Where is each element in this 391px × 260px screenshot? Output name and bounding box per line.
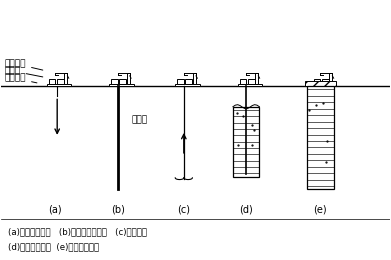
Text: 旋喷管: 旋喷管 <box>131 115 147 124</box>
Bar <box>111 79 118 84</box>
Bar <box>193 73 196 84</box>
Bar <box>312 84 336 86</box>
Bar <box>314 79 320 84</box>
Bar <box>127 73 130 84</box>
Bar <box>48 79 56 84</box>
Text: 高压胶管: 高压胶管 <box>5 59 43 70</box>
Bar <box>248 79 255 84</box>
Bar <box>330 73 332 84</box>
Bar <box>175 84 200 86</box>
Bar <box>305 81 336 86</box>
Text: 压浆车: 压浆车 <box>5 67 43 77</box>
Text: (d): (d) <box>239 205 253 215</box>
Text: (b): (b) <box>111 205 124 215</box>
Bar <box>119 79 126 84</box>
Bar <box>238 84 262 86</box>
Text: (e): (e) <box>313 205 327 215</box>
Text: (d)边旋喷边提升  (e)旋喷结束成桩: (d)边旋喷边提升 (e)旋喷结束成桩 <box>9 242 100 251</box>
Text: (a)钻机就位钻孔   (b)钻孔至设计高程   (c)旋喷开始: (a)钻机就位钻孔 (b)钻孔至设计高程 (c)旋喷开始 <box>9 228 147 237</box>
Bar <box>185 79 192 84</box>
Bar <box>233 107 259 177</box>
Text: (a): (a) <box>48 205 62 215</box>
Bar <box>57 79 64 84</box>
Bar <box>307 86 334 190</box>
Text: 钻孔机械: 钻孔机械 <box>5 74 37 83</box>
Bar <box>240 79 246 84</box>
Bar <box>47 84 71 86</box>
Bar <box>65 73 67 84</box>
Bar <box>255 73 258 84</box>
Bar <box>177 79 184 84</box>
Bar <box>109 84 134 86</box>
Bar <box>322 79 328 84</box>
Text: (c): (c) <box>177 205 190 215</box>
